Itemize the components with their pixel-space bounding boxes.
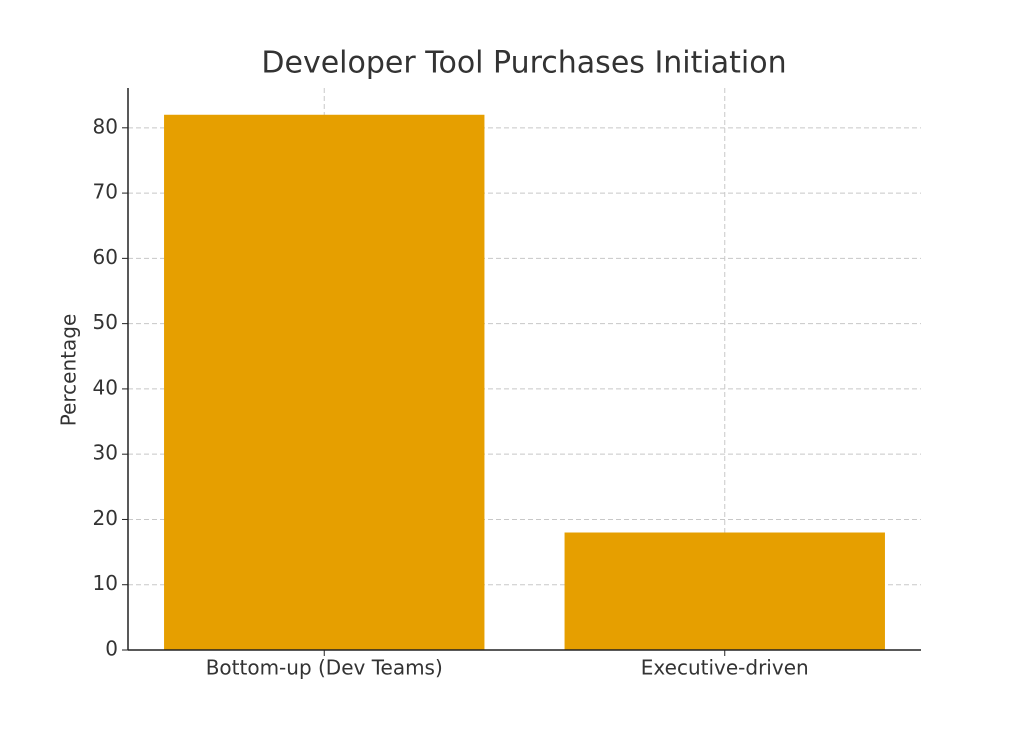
x-tick-label: Bottom-up (Dev Teams) [206, 656, 443, 680]
bar [564, 532, 885, 650]
y-tick-label: 60 [93, 245, 118, 269]
y-tick-label: 20 [93, 506, 118, 530]
x-tick-label: Executive-driven [641, 656, 809, 680]
y-tick-label: 0 [105, 637, 118, 661]
y-tick-label: 40 [93, 375, 118, 399]
y-axis-label: Percentage [57, 314, 81, 427]
y-tick-label: 10 [93, 571, 118, 595]
y-tick-label: 30 [93, 441, 118, 465]
chart-title: Developer Tool Purchases Initiation [261, 46, 786, 81]
bar [164, 114, 485, 650]
y-tick-label: 70 [93, 180, 118, 204]
y-tick-label: 50 [93, 310, 118, 334]
y-tick-label: 80 [93, 114, 118, 138]
